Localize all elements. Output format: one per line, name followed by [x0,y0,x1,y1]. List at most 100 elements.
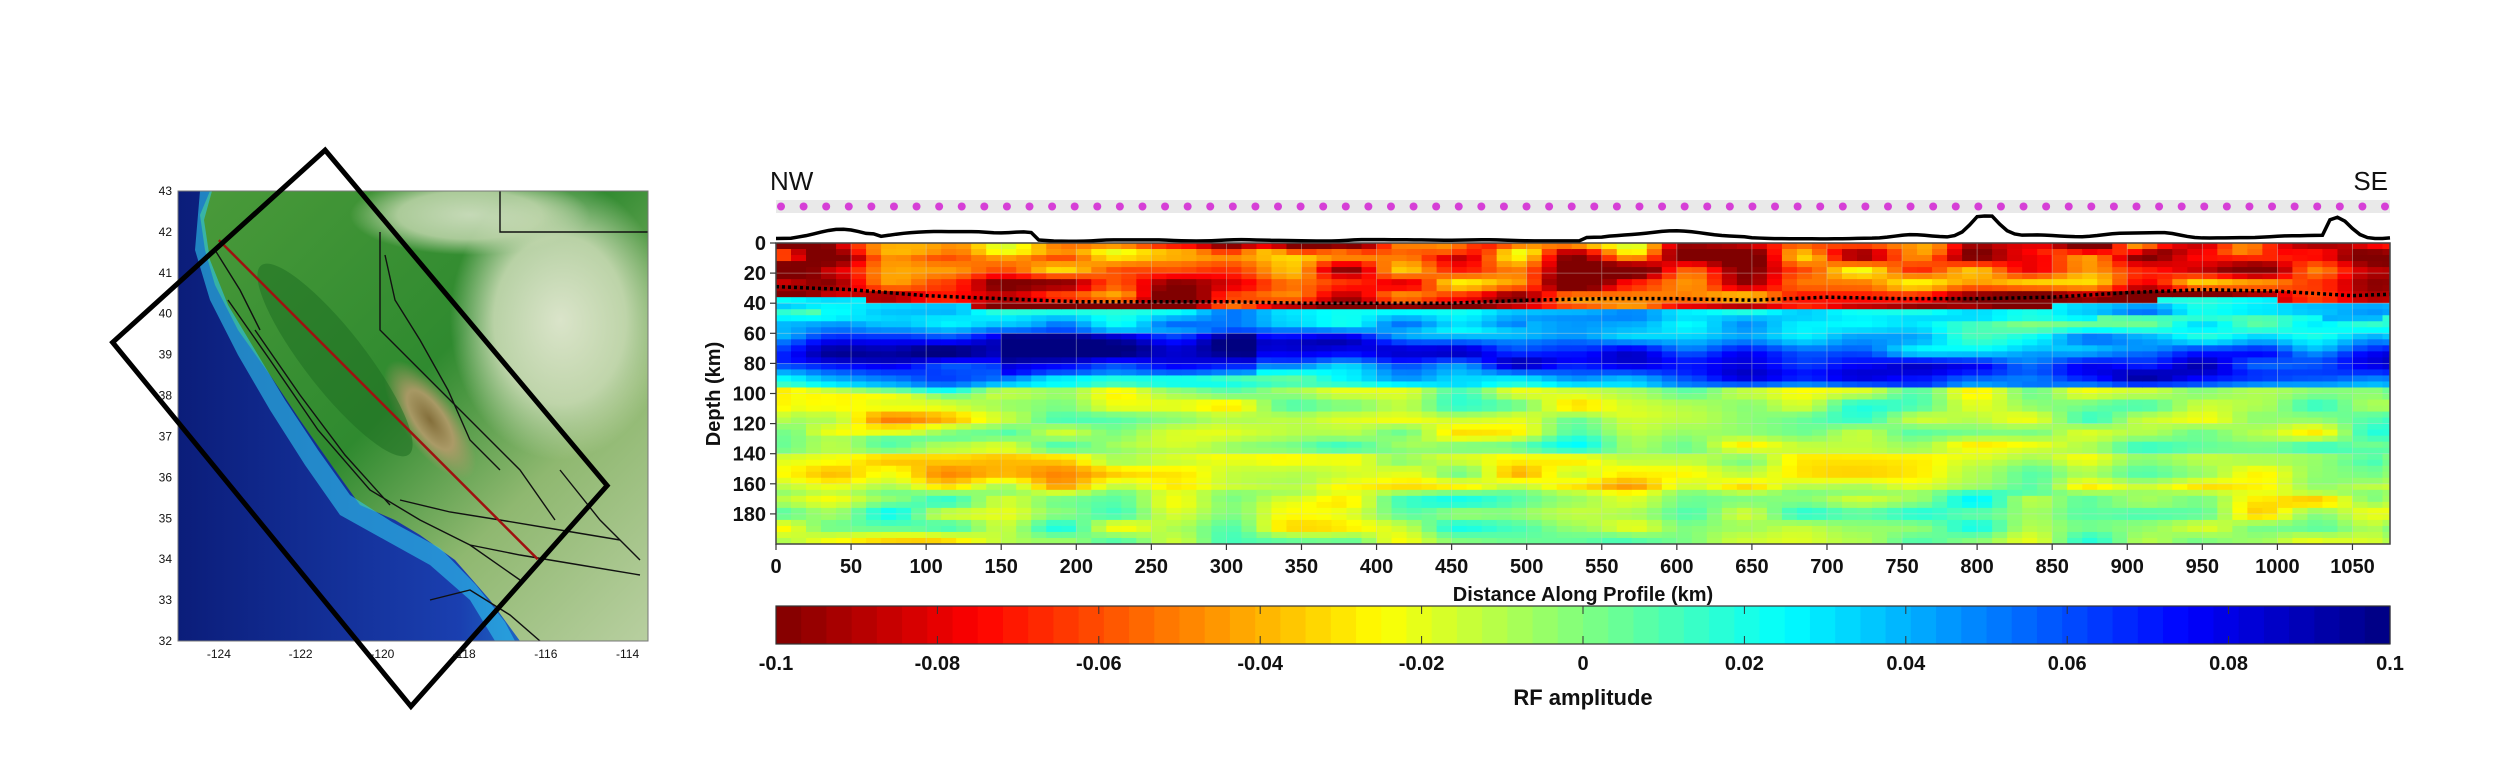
heatmap-cell [1977,429,1993,437]
heatmap-cell [1226,369,1243,377]
heatmap-cell [1992,525,2008,533]
heatmap-cell [1706,507,1723,515]
heatmap-cell [1376,273,1393,280]
heatmap-cell [1361,495,1378,503]
heatmap-cell [1481,351,1498,358]
heatmap-cell [806,363,822,371]
heatmap-cell [1391,333,1408,340]
heatmap-cell [1586,243,1603,250]
heatmap-cell [2082,531,2098,539]
heatmap-cell [1091,471,1107,479]
heatmap-cell [1526,357,1543,364]
heatmap-cell [1331,513,1348,521]
heatmap-cell [1541,423,1558,431]
heatmap-cell [2022,513,2038,521]
heatmap-cell [1556,255,1573,262]
heatmap-cell [2067,285,2083,292]
heatmap-cell [1106,381,1122,389]
heatmap-cell [1917,387,1933,395]
heatmap-cell [1106,261,1122,268]
heatmap-cell [1601,399,1618,407]
heatmap-cell [1811,327,1828,334]
heatmap-cell [896,411,912,419]
heatmap-cell [2082,453,2098,461]
heatmap-cell [1556,429,1573,437]
heatmap-cell [1902,363,1918,371]
heatmap-cell [866,315,882,322]
heatmap-cell [1661,507,1678,515]
heatmap-cell [1992,471,2008,479]
heatmap-cell [2172,429,2188,437]
heatmap-cell [1136,411,1152,419]
heatmap-cell [1887,387,1903,395]
heatmap-cell [1241,441,1258,449]
heatmap-cell [1361,471,1378,479]
heatmap-cell [1526,249,1543,256]
heatmap-cell [1226,315,1243,322]
heatmap-cell [2187,285,2203,292]
heatmap-cell [1841,465,1858,473]
heatmap-cell [1857,399,1873,407]
heatmap-cell [986,453,1002,461]
heatmap-cell [1121,519,1137,527]
heatmap-cell [1826,261,1843,268]
heatmap-cell [1721,447,1738,455]
heatmap-cell [1181,381,1197,389]
heatmap-cell [1917,429,1933,437]
heatmap-cell [1706,423,1723,431]
heatmap-cell [1256,465,1273,473]
heatmap-cell [2142,405,2158,413]
heatmap-cell [956,423,972,431]
heatmap-cell [1872,537,1888,544]
heatmap-cell [1601,471,1618,479]
heatmap-cell [1481,375,1498,383]
heatmap-cell [1962,399,1978,407]
heatmap-cell [2217,369,2233,377]
heatmap-cell [1526,453,1543,461]
heatmap-cell [1346,381,1363,389]
heatmap-cell [2142,531,2158,539]
heatmap-cell [1046,399,1062,407]
heatmap-cell [2097,285,2113,292]
heatmap-cell [1511,249,1528,256]
heatmap-cell [1736,531,1753,539]
heatmap-cell [1226,333,1243,340]
heatmap-cell [1556,405,1573,413]
heatmap-cell [2052,309,2068,316]
heatmap-cell [1331,297,1348,304]
heatmap-cell [1766,327,1783,334]
heatmap-cell [1301,303,1318,310]
heatmap-cell [1751,351,1768,358]
heatmap-cell [1556,483,1573,491]
heatmap-cell [1736,273,1753,280]
heatmap-cell [1211,249,1228,256]
heatmap-cell [1766,375,1783,383]
heatmap-cell [1556,531,1573,539]
map-highland-north [350,191,590,255]
heatmap-cell [851,267,867,274]
heatmap-cell [1406,363,1423,371]
heatmap-cell [956,513,972,521]
heatmap-cell [1751,249,1768,256]
heatmap-cell [911,435,927,443]
heatmap-cell [2187,393,2203,401]
heatmap-cell [1857,243,1873,250]
heatmap-cell [2202,465,2218,473]
heatmap-cell [1031,345,1047,352]
heatmap-cell [1241,387,1258,395]
heatmap-cell [1121,501,1137,509]
heatmap-cell [1481,411,1498,419]
heatmap-cell [776,495,792,503]
heatmap-cell [836,423,852,431]
heatmap-cell [1136,453,1152,461]
heatmap-cell [2127,279,2143,286]
heatmap-cell [1796,333,1813,340]
heatmap-cell [1932,507,1948,515]
heatmap-cell [1887,375,1903,383]
heatmap-cell [1256,327,1273,334]
heatmap-cell [1481,393,1498,401]
heatmap-cell [1571,411,1588,419]
heatmap-cell [1106,315,1122,322]
heatmap-cell [1887,267,1903,274]
